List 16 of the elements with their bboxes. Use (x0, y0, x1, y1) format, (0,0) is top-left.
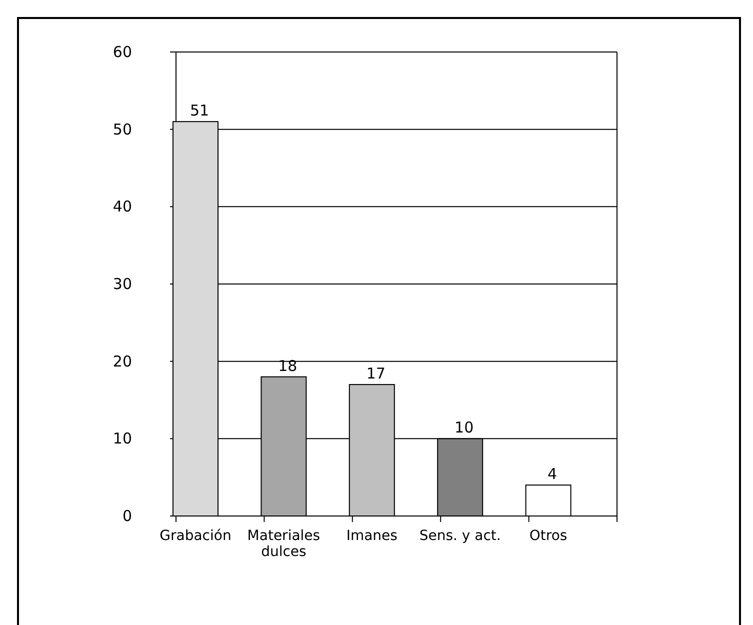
y-tick-label: 30 (112, 275, 132, 293)
y-tick-label: 40 (112, 198, 132, 216)
data-label: 4 (548, 465, 558, 484)
x-tick-label: Sens. y act. (419, 528, 501, 544)
data-label: 10 (454, 418, 474, 437)
data-label: 17 (366, 364, 386, 383)
x-tick-label: Otros (529, 528, 568, 544)
y-tick-label: 10 (112, 430, 132, 448)
x-tick-label: Materiales dulces (247, 528, 320, 560)
y-tick-label: 20 (112, 352, 132, 370)
y-tick-label: 60 (112, 43, 132, 61)
data-label: 51 (190, 102, 210, 120)
x-tick-label: Imanes (346, 528, 398, 544)
x-tick-label: Grabación (160, 528, 232, 544)
y-tick-label: 0 (122, 507, 132, 525)
y-tick-label: 50 (112, 120, 132, 138)
